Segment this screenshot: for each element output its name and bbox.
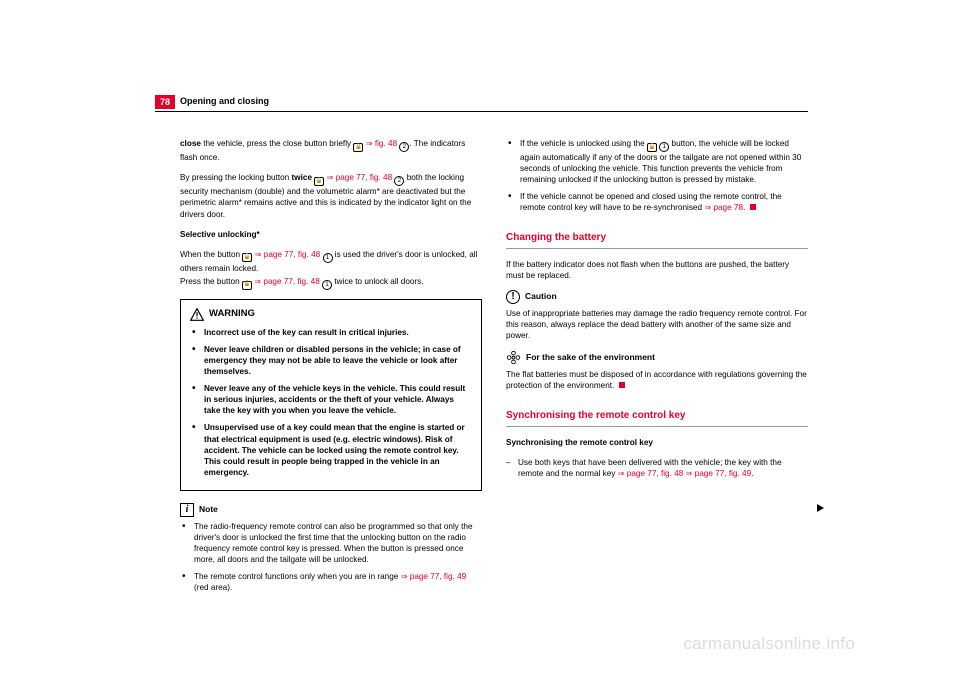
unlock-icon: 🔓 — [242, 253, 252, 262]
lock-icon: 🔒 — [314, 177, 324, 186]
environment-header: For the sake of the environment — [506, 350, 808, 365]
environment-flower-icon — [506, 350, 521, 365]
running-header: Opening and closing — [180, 96, 269, 106]
word-twice: twice — [292, 173, 312, 182]
ref-fig48: ⇒ fig. 48 — [366, 139, 400, 148]
warning-item: Unsupervised use of a key could mean tha… — [190, 422, 472, 477]
header-rule — [155, 111, 808, 112]
caution-icon: ! — [506, 290, 520, 304]
ref-2-icon: 2 — [394, 176, 404, 186]
list-item: If the vehicle is unlocked using the 🔓 1… — [506, 138, 808, 185]
para-environment: The flat batteries must be disposed of i… — [506, 369, 808, 391]
ref-p77-fig49: ⇒ page 77, fig. 49 — [401, 572, 467, 581]
heading-synchronising: Synchronising the remote control key — [506, 409, 808, 427]
para-close: close the vehicle, press the close butto… — [180, 138, 482, 163]
ref-2-icon: 2 — [399, 142, 409, 152]
para-selective-1: When the button 🔓 ⇒ page 77, fig. 48 1 i… — [180, 249, 482, 274]
info-icon: i — [180, 503, 194, 517]
subhead-selective: Selective unlocking* — [180, 229, 482, 240]
page-number-tab: 78 — [155, 95, 175, 109]
warning-item: Never leave children or disabled persons… — [190, 344, 472, 377]
end-square-icon — [750, 204, 756, 210]
note-label: Note — [199, 504, 218, 515]
two-column-body: close the vehicle, press the close butto… — [180, 138, 808, 602]
para-selective-2: Press the button 🔓 ⇒ page 77, fig. 48 1 … — [180, 276, 482, 290]
ref-p77-fig48-a: ⇒ page 77, fig. 48 — [327, 173, 395, 182]
warning-item: Incorrect use of the key can result in c… — [190, 327, 472, 338]
note-item: The remote control functions only when y… — [180, 571, 482, 593]
ref-1-icon: 1 — [323, 253, 333, 263]
lock-icon: 🔒 — [353, 143, 363, 152]
ref-p77-fig48-b: ⇒ page 77, fig. 48 — [255, 250, 323, 259]
para-twice: By pressing the locking button twice 🔒 ⇒… — [180, 172, 482, 219]
ref-p78: ⇒ page 78 — [704, 203, 743, 212]
warning-box: WARNING Incorrect use of the key can res… — [180, 299, 482, 491]
heading-changing-battery: Changing the battery — [506, 231, 808, 249]
end-square-icon — [619, 382, 625, 388]
warning-triangle-icon — [190, 308, 204, 321]
watermark: carmanualsonline.info — [683, 634, 855, 654]
ref-p77-fig48-d: ⇒ page 77, fig. 48 — [618, 469, 684, 478]
right-column: If the vehicle is unlocked using the 🔓 1… — [506, 138, 808, 602]
warning-list: Incorrect use of the key can result in c… — [190, 327, 472, 478]
warning-label: WARNING — [209, 308, 255, 321]
caution-header: ! Caution — [506, 290, 808, 304]
word-close: close — [180, 139, 201, 148]
environment-label: For the sake of the environment — [526, 352, 655, 363]
caution-label: Caution — [525, 291, 557, 302]
manual-page: 78 Opening and closing close the vehicle… — [0, 0, 960, 678]
para-battery: If the battery indicator does not flash … — [506, 259, 808, 281]
note-header: i Note — [180, 503, 482, 517]
subhead-sync: Synchronising the remote control key — [506, 437, 808, 448]
ref-1-icon: 1 — [322, 280, 332, 290]
ref-p77-fig48-c: ⇒ page 77, fig. 48 — [254, 277, 322, 286]
warning-header: WARNING — [190, 308, 472, 321]
list-item: If the vehicle cannot be opened and clos… — [506, 191, 808, 213]
note-list: The radio-frequency remote control can a… — [180, 521, 482, 593]
continuation-arrow-icon — [817, 504, 824, 512]
note-item: The radio-frequency remote control can a… — [180, 521, 482, 565]
left-column: close the vehicle, press the close butto… — [180, 138, 482, 602]
unlock-icon: 🔓 — [647, 143, 657, 152]
ref-1-icon: 1 — [659, 142, 669, 152]
unlock-icon: 🔓 — [242, 281, 252, 290]
ref-p77-fig49-b: ⇒ page 77, fig. 49 — [686, 469, 752, 478]
para-caution: Use of inappropriate batteries may damag… — [506, 308, 808, 341]
warning-item: Never leave any of the vehicle keys in t… — [190, 383, 472, 416]
right-top-list: If the vehicle is unlocked using the 🔓 1… — [506, 138, 808, 213]
sync-step: Use both keys that have been delivered w… — [506, 457, 808, 479]
